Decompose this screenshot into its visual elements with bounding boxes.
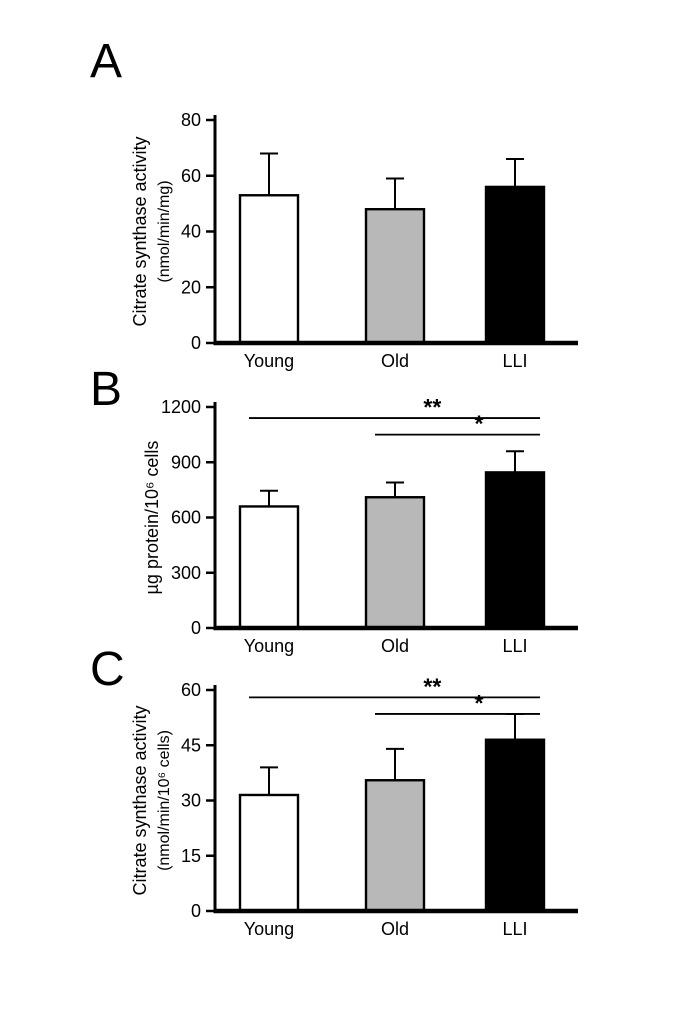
category-label: Old: [381, 636, 409, 656]
y-axis-label: Citrate synthase activity: [130, 705, 150, 895]
category-label: Old: [381, 351, 409, 371]
y-tick-label: 80: [181, 110, 201, 130]
bar-lli: [484, 471, 546, 630]
category-label: LLI: [502, 636, 527, 656]
category-label: LLI: [502, 919, 527, 939]
y-tick-label: 300: [171, 563, 201, 583]
category-label: Young: [244, 636, 294, 656]
y-tick-label: 20: [181, 277, 201, 297]
y-tick-label: 1200: [161, 397, 201, 417]
bar-old: [364, 779, 426, 913]
y-axis-unit-label: (nmol/min/mg): [156, 180, 173, 282]
panel-label-c: C: [90, 643, 125, 696]
y-tick-label: 0: [191, 901, 201, 921]
significance-label: **: [423, 673, 441, 699]
bar-young: [238, 194, 300, 345]
bar-old: [364, 207, 426, 345]
y-tick-label: 900: [171, 452, 201, 472]
y-tick-label: 15: [181, 846, 201, 866]
bar-young: [238, 505, 300, 630]
bar-chart-a: 0 20 40 60 80 Young Old LLI Citrate synthase act…: [130, 110, 578, 371]
bar-lli: [484, 185, 546, 345]
category-label: Young: [244, 351, 294, 371]
panel-label-a: A: [90, 35, 123, 88]
bar-old: [364, 496, 426, 630]
panel-label-b: B: [90, 363, 123, 416]
y-tick-label: 60: [181, 680, 201, 700]
significance-label: **: [423, 394, 441, 420]
significance-label: *: [474, 690, 483, 716]
bar-chart-c: 0 15 30 45 60 Young Old LLI Citrate synthase act…: [130, 673, 578, 939]
y-tick-label: 60: [181, 166, 201, 186]
y-axis-label: Citrate synthase activity: [130, 136, 150, 326]
y-axis-label: µg protein/10⁶ cells: [142, 441, 162, 595]
category-label: LLI: [502, 351, 527, 371]
category-label: Young: [244, 919, 294, 939]
category-label: Old: [381, 919, 409, 939]
bar-lli: [484, 738, 546, 913]
y-tick-label: 45: [181, 735, 201, 755]
y-tick-label: 0: [191, 618, 201, 638]
y-axis-unit-label: (nmol/min/10⁶ cells): [156, 730, 173, 871]
y-tick-label: 600: [171, 508, 201, 528]
significance-label: *: [474, 411, 483, 437]
bar-young: [238, 793, 300, 913]
bar-chart-b: 0 300 600 900 1200 Young Old LLI µg protein/10⁶ …: [142, 394, 578, 656]
y-tick-label: 40: [181, 222, 201, 242]
y-tick-label: 0: [191, 333, 201, 353]
y-tick-label: 30: [181, 791, 201, 811]
